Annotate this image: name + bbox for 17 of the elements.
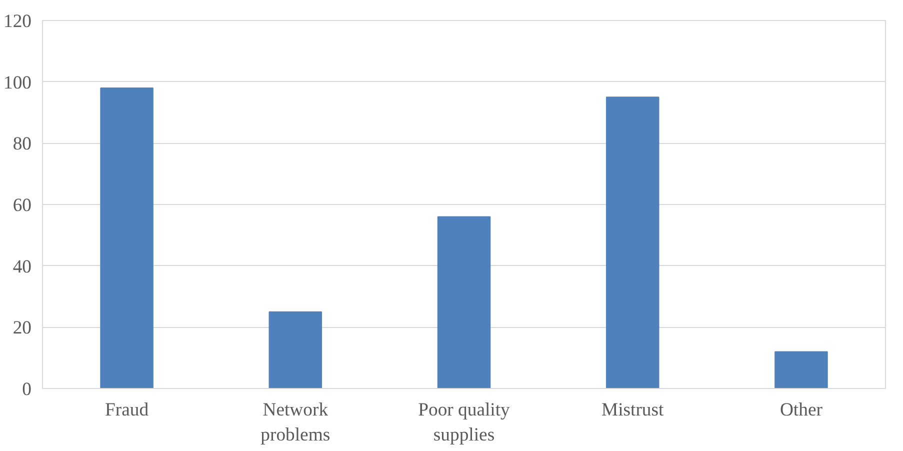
y-tick-label: 120 bbox=[4, 11, 32, 32]
y-tick-label: 80 bbox=[12, 134, 32, 155]
x-tick-label: Network problems bbox=[260, 400, 330, 446]
y-tick-label: 60 bbox=[12, 195, 32, 216]
y-tick-label: 0 bbox=[22, 379, 32, 400]
x-tick-label: Fraud bbox=[105, 400, 150, 420]
y-tick-label: 40 bbox=[12, 256, 32, 278]
y-tick-label: 100 bbox=[4, 72, 32, 94]
x-tick-label: Other bbox=[780, 400, 824, 420]
x-tick-label: Mistrust bbox=[602, 400, 665, 420]
y-tick-label: 20 bbox=[12, 318, 32, 339]
bar bbox=[774, 351, 828, 388]
x-tick-label: Poor quality supplies bbox=[418, 400, 511, 446]
bar bbox=[100, 87, 154, 388]
bar bbox=[268, 311, 322, 388]
bar bbox=[437, 216, 491, 388]
bar bbox=[606, 96, 660, 388]
